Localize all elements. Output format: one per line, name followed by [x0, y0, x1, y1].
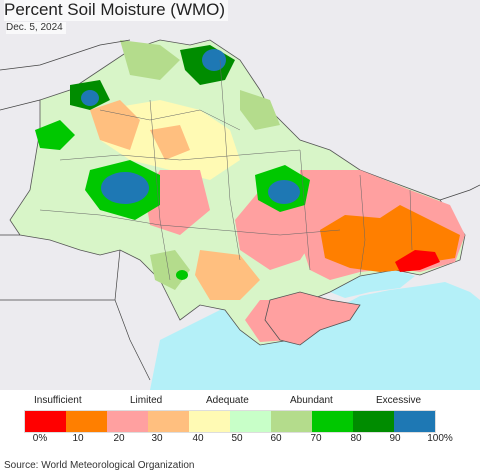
legend-color-bar: [24, 410, 436, 433]
zone-limited-pink: [235, 190, 320, 270]
legend-swatch-80-90: [353, 411, 394, 432]
zone-limited: [90, 100, 140, 150]
legend-tick: 20: [113, 433, 125, 444]
zone-abundant-east: [240, 90, 280, 130]
page-title: Percent Soil Moisture (WMO): [4, 0, 229, 21]
legend: Insufficient Limited Adequate Abundant E…: [0, 390, 480, 452]
sea-of-azov: [330, 270, 415, 298]
moisture-zones: [35, 40, 465, 342]
legend-swatch-20-30: [107, 411, 148, 432]
legend-swatch-0-10: [25, 411, 66, 432]
legend-category-limited: Limited: [130, 395, 163, 406]
zone-excessive-west: [81, 90, 99, 106]
admin-boundaries: [39, 59, 413, 281]
crimea: [264, 291, 361, 346]
zone-excessive-east: [268, 180, 300, 204]
zone-abundant: [120, 40, 180, 80]
zone-wet-sw: [176, 270, 188, 280]
zone-limited: [150, 125, 190, 160]
legend-tick: 30: [151, 433, 163, 444]
legend-swatch-40-50: [189, 411, 230, 432]
legend-tick: 0%: [32, 433, 48, 444]
legend-swatch-90-100: [394, 411, 435, 432]
zone-limited-pink: [145, 170, 210, 235]
legend-category-adequate: Adequate: [206, 395, 249, 406]
legend-tick: 70: [310, 433, 322, 444]
soil-moisture-map: [0, 0, 480, 390]
legend-tick: 50: [231, 433, 243, 444]
legend-tick: 80: [350, 433, 362, 444]
legend-swatch-10-20: [66, 411, 107, 432]
legend-swatch-60-70: [271, 411, 312, 432]
legend-swatch-50-60: [230, 411, 271, 432]
legend-tick: 10: [72, 433, 84, 444]
map-date: Dec. 5, 2024: [6, 22, 66, 34]
legend-category-abundant: Abundant: [290, 395, 333, 406]
legend-tick: 100%: [427, 433, 453, 444]
zone-limited: [195, 250, 260, 300]
legend-swatch-30-40: [148, 411, 189, 432]
source-credit: Source: World Meteorological Organizatio…: [4, 460, 195, 471]
country-borders: [0, 39, 480, 381]
zone-insufficient: [395, 250, 440, 272]
zone-excessive-center: [101, 172, 149, 204]
zone-wet-nw: [35, 120, 75, 150]
zone-abundant-sw: [150, 250, 190, 290]
legend-category-excessive: Excessive: [376, 395, 422, 406]
legend-tick: 40: [192, 433, 204, 444]
legend-tick: 60: [270, 433, 282, 444]
legend-tick: 90: [389, 433, 401, 444]
legend-swatch-70-80: [312, 411, 353, 432]
zone-excessive-north: [202, 49, 226, 71]
legend-category-insufficient: Insufficient: [34, 395, 82, 406]
